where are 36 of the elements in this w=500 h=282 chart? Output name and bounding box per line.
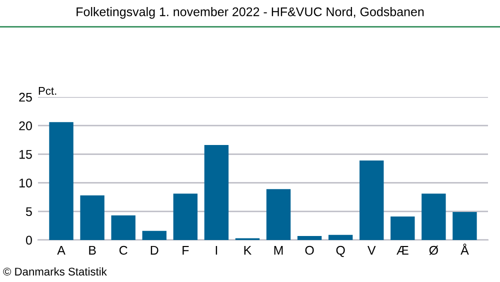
bar	[111, 215, 136, 240]
x-tick-label: A	[57, 246, 66, 255]
x-tick-label: Ø	[429, 246, 438, 255]
bar	[80, 195, 104, 240]
y-tick-label: 15	[19, 150, 32, 159]
bar	[173, 194, 198, 240]
x-tick-label: F	[182, 246, 189, 255]
y-axis-title: Pct.	[38, 87, 56, 95]
x-tick-label: B	[89, 246, 96, 255]
x-tick-label: V	[368, 246, 376, 255]
x-tick-label: O	[305, 246, 314, 255]
x-tick-label: C	[119, 246, 128, 255]
bar	[422, 194, 446, 240]
bar	[452, 212, 477, 240]
bar	[266, 189, 291, 240]
y-tick-label: 0	[26, 236, 32, 245]
chart-title: Folketingsvalg 1. november 2022 - HF&VUC Nord, Godsbanen	[76, 7, 424, 19]
y-tick-label: 10	[19, 178, 32, 188]
x-tick-label: Å	[460, 244, 469, 255]
bar	[328, 234, 353, 240]
bar	[297, 236, 322, 240]
text: © Danmarks Statistik	[3, 267, 107, 276]
bar	[204, 145, 229, 240]
x-tick-label: D	[150, 246, 158, 255]
bar	[390, 216, 415, 240]
bar	[360, 160, 384, 240]
x-tick-label: K	[244, 246, 252, 255]
x-tick-label: I	[216, 246, 218, 255]
y-tick-label: 20	[19, 121, 32, 130]
x-tick-label: M	[274, 246, 283, 255]
bar	[49, 122, 74, 240]
y-tick-label: 5	[26, 207, 32, 216]
bar	[142, 230, 166, 240]
y-tick-label: 25	[19, 92, 32, 102]
x-tick-label: Q	[336, 246, 345, 257]
x-tick-label: Æ	[396, 246, 408, 255]
